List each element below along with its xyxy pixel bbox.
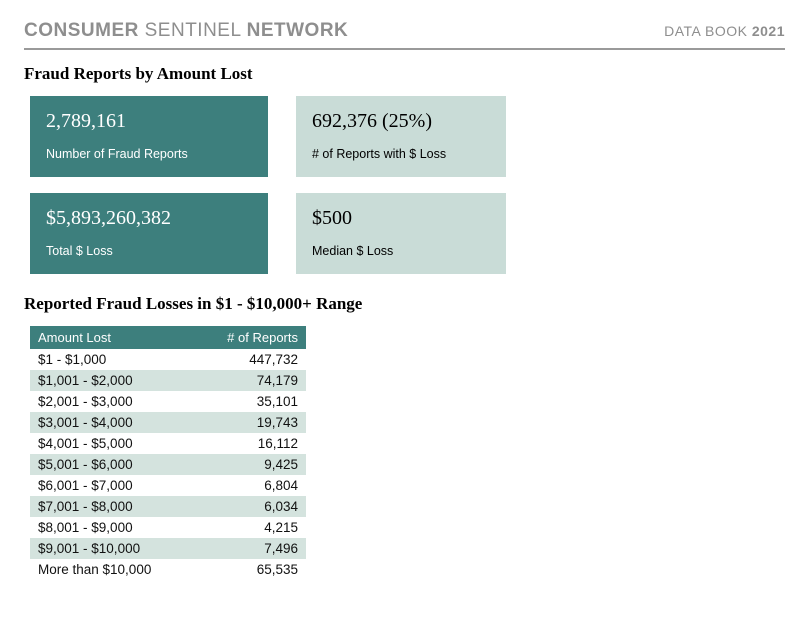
- header-subtitle: DATA BOOK 2021: [664, 23, 785, 39]
- cell-count: 6,034: [206, 496, 306, 517]
- table-header-row: Amount Lost # of Reports: [30, 326, 306, 349]
- cell-range: $1 - $1,000: [30, 349, 206, 370]
- table-row: $2,001 - $3,00035,101: [30, 391, 306, 412]
- header-word-network: NETWORK: [247, 20, 349, 41]
- table-row: $1 - $1,000447,732: [30, 349, 306, 370]
- card-value: 2,789,161: [46, 110, 252, 133]
- cell-range: $8,001 - $9,000: [30, 517, 206, 538]
- cell-range: $4,001 - $5,000: [30, 433, 206, 454]
- cell-count: 6,804: [206, 475, 306, 496]
- header-year: 2021: [752, 23, 785, 39]
- cell-range: $5,001 - $6,000: [30, 454, 206, 475]
- summary-cards: 2,789,161 Number of Fraud Reports 692,37…: [30, 96, 785, 274]
- card-value: $5,893,260,382: [46, 207, 252, 230]
- section-title-fraud-reports: Fraud Reports by Amount Lost: [24, 64, 785, 84]
- header-word-consumer: CONSUMER: [24, 20, 139, 41]
- cell-count: 9,425: [206, 454, 306, 475]
- table-row: More than $10,00065,535: [30, 559, 306, 580]
- table-header-reports: # of Reports: [206, 326, 306, 349]
- card-value: 692,376 (25%): [312, 110, 490, 133]
- cell-range: $2,001 - $3,000: [30, 391, 206, 412]
- table-row: $1,001 - $2,00074,179: [30, 370, 306, 391]
- cell-range: $1,001 - $2,000: [30, 370, 206, 391]
- table-row: $7,001 - $8,0006,034: [30, 496, 306, 517]
- loss-range-table: Amount Lost # of Reports $1 - $1,000447,…: [30, 326, 306, 580]
- card-reports-with-loss: 692,376 (25%) # of Reports with $ Loss: [296, 96, 506, 177]
- table-row: $8,001 - $9,0004,215: [30, 517, 306, 538]
- cell-count: 447,732: [206, 349, 306, 370]
- card-label: Median $ Loss: [312, 244, 490, 258]
- cell-count: 7,496: [206, 538, 306, 559]
- card-label: Total $ Loss: [46, 244, 252, 258]
- header-word-sentinel: SENTINEL: [145, 20, 241, 41]
- cell-range: More than $10,000: [30, 559, 206, 580]
- cell-range: $9,001 - $10,000: [30, 538, 206, 559]
- table-row: $4,001 - $5,00016,112: [30, 433, 306, 454]
- card-total-loss: $5,893,260,382 Total $ Loss: [30, 193, 268, 274]
- section-title-loss-ranges: Reported Fraud Losses in $1 - $10,000+ R…: [24, 294, 785, 314]
- cell-count: 16,112: [206, 433, 306, 454]
- header-databook-label: DATA BOOK: [664, 23, 747, 39]
- table-row: $3,001 - $4,00019,743: [30, 412, 306, 433]
- cell-count: 4,215: [206, 517, 306, 538]
- cell-count: 35,101: [206, 391, 306, 412]
- table-header-amount: Amount Lost: [30, 326, 206, 349]
- card-value: $500: [312, 207, 490, 230]
- cell-range: $6,001 - $7,000: [30, 475, 206, 496]
- table-row: $5,001 - $6,0009,425: [30, 454, 306, 475]
- cell-count: 65,535: [206, 559, 306, 580]
- cell-range: $7,001 - $8,000: [30, 496, 206, 517]
- card-number-of-reports: 2,789,161 Number of Fraud Reports: [30, 96, 268, 177]
- cell-count: 74,179: [206, 370, 306, 391]
- cell-range: $3,001 - $4,000: [30, 412, 206, 433]
- card-label: # of Reports with $ Loss: [312, 147, 490, 161]
- card-label: Number of Fraud Reports: [46, 147, 252, 161]
- table-row: $6,001 - $7,0006,804: [30, 475, 306, 496]
- card-median-loss: $500 Median $ Loss: [296, 193, 506, 274]
- page-header: CONSUMER SENTINEL NETWORK DATA BOOK 2021: [24, 20, 785, 50]
- table-row: $9,001 - $10,0007,496: [30, 538, 306, 559]
- header-title: CONSUMER SENTINEL NETWORK: [24, 20, 348, 42]
- table-body: $1 - $1,000447,732$1,001 - $2,00074,179$…: [30, 349, 306, 580]
- cell-count: 19,743: [206, 412, 306, 433]
